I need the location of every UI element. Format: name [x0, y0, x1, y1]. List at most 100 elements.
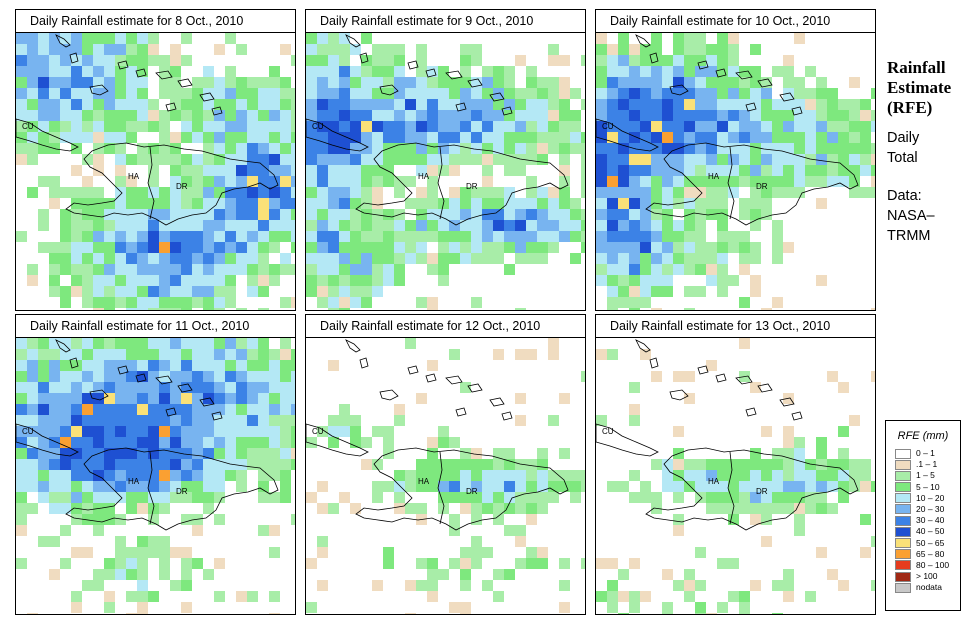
rainfall-cell — [548, 481, 559, 492]
rainfall-cell — [559, 132, 570, 143]
panel-oct-10: Daily Rainfall estimate for 10 Oct., 201… — [595, 9, 876, 311]
rainfall-cell — [449, 77, 460, 88]
rainfall-cell — [515, 253, 526, 264]
rainfall-cell — [739, 459, 750, 470]
side-text-line: Total — [887, 150, 918, 166]
rainfall-cell — [258, 275, 269, 286]
legend-swatch — [895, 515, 911, 526]
rainfall-cell — [258, 404, 269, 415]
rainfall-cell — [860, 143, 871, 154]
rainfall-cell — [280, 187, 291, 198]
rainfall-cell — [482, 110, 493, 121]
rainfall-cell — [427, 253, 438, 264]
rainfall-cell — [651, 88, 662, 99]
rainfall-cell — [104, 121, 115, 132]
rainfall-cell — [596, 253, 607, 264]
rainfall-cell — [49, 110, 60, 121]
rainfall-cell — [214, 154, 225, 165]
rainfall-cell — [82, 459, 93, 470]
island-coast — [697, 365, 709, 375]
rainfall-cell — [339, 264, 350, 275]
rainfall-cell — [203, 492, 214, 503]
rainfall-cell — [38, 66, 49, 77]
rainfall-cell — [192, 558, 203, 569]
rainfall-cell — [181, 286, 192, 297]
rainfall-cell — [739, 231, 750, 242]
rainfall-cell — [405, 77, 416, 88]
rainfall-cell — [728, 66, 739, 77]
rainfall-cell — [38, 415, 49, 426]
rainfall-cell — [93, 121, 104, 132]
rainfall-cell — [280, 77, 291, 88]
rainfall-cell — [581, 55, 585, 66]
rainfall-cell — [361, 297, 372, 308]
rainfall-cell — [460, 154, 471, 165]
rainfall-cell — [181, 349, 192, 360]
rainfall-cell — [673, 580, 684, 591]
legend-label: 1 – 5 — [916, 470, 935, 481]
rainfall-cell — [82, 264, 93, 275]
island-coast — [489, 92, 505, 102]
legend-item: nodata — [886, 582, 960, 593]
rainfall-cell — [258, 176, 269, 187]
rainfall-cell — [706, 77, 717, 88]
rainfall-cell — [471, 448, 482, 459]
rainfall-cell — [673, 525, 684, 536]
rainfall-cell — [673, 187, 684, 198]
rainfall-cell — [126, 77, 137, 88]
rainfall-cell — [159, 437, 170, 448]
rainfall-cell — [383, 558, 394, 569]
rainfall-cell — [203, 253, 214, 264]
rainfall-cell — [317, 242, 328, 253]
rainfall-cell — [471, 481, 482, 492]
rainfall-cell — [269, 371, 280, 382]
rainfall-cell — [449, 525, 460, 536]
rainfall-cell — [126, 220, 137, 231]
rainfall-cell — [203, 308, 214, 310]
rainfall-cell — [60, 349, 71, 360]
rainfall-cell — [673, 371, 684, 382]
rainfall-cell — [104, 371, 115, 382]
rainfall-cell — [394, 253, 405, 264]
rainfall-cell — [427, 209, 438, 220]
island-coast — [407, 60, 419, 70]
rainfall-cell — [537, 110, 548, 121]
rainfall-cell — [247, 404, 258, 415]
rainfall-cell — [537, 470, 548, 481]
rainfall-cell — [394, 66, 405, 77]
rainfall-cell — [181, 547, 192, 558]
rainfall-cell — [60, 415, 71, 426]
rainfall-cell — [728, 110, 739, 121]
rainfall-cell — [728, 154, 739, 165]
rainfall-cell — [662, 470, 673, 481]
rainfall-cell — [49, 437, 60, 448]
rainfall-cell — [695, 55, 706, 66]
rainfall-cell — [104, 426, 115, 437]
rainfall-cell — [115, 242, 126, 253]
rainfall-cell — [82, 286, 93, 297]
rainfall-cell — [548, 121, 559, 132]
rainfall-cell — [772, 492, 783, 503]
rainfall-cell — [695, 33, 706, 44]
rainfall-cell — [170, 220, 181, 231]
rainfall-cell — [60, 382, 71, 393]
rainfall-cell — [192, 448, 203, 459]
rainfall-cell — [838, 154, 849, 165]
country-label-ha: HA — [708, 477, 720, 486]
rainfall-cell — [662, 77, 673, 88]
rainfall-cell — [49, 132, 60, 143]
border-line — [147, 146, 155, 220]
rainfall-cell — [750, 253, 761, 264]
rainfall-cell — [280, 349, 291, 360]
rainfall-cell — [651, 165, 662, 176]
rainfall-cell — [662, 154, 673, 165]
rainfall-cell — [214, 132, 225, 143]
rainfall-cell — [493, 448, 504, 459]
rainfall-cell — [838, 580, 849, 591]
rainfall-cell — [750, 514, 761, 525]
rainfall-cell — [618, 297, 629, 308]
rainfall-cell — [860, 154, 871, 165]
rainfall-cell — [651, 371, 662, 382]
rainfall-cell — [460, 459, 471, 470]
rainfall-cell — [126, 569, 137, 580]
